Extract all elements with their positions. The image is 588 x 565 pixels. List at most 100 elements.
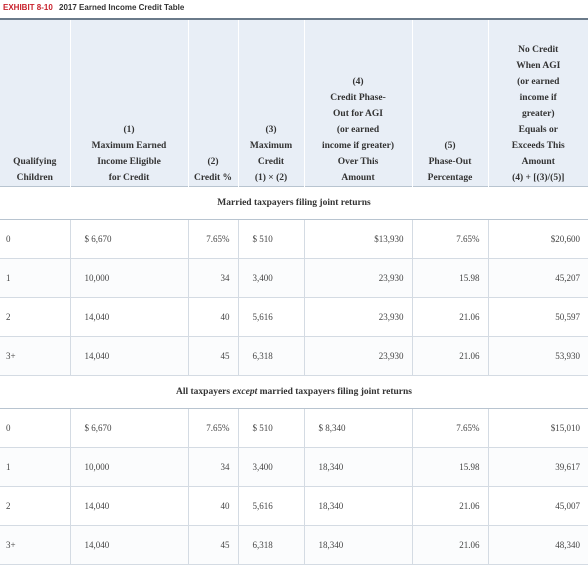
header-line: No Credit	[489, 42, 588, 58]
header-line: Income Eligible	[71, 154, 188, 170]
cell-credit-pct: 7.65%	[188, 220, 238, 259]
cell-qualifying-children: 1	[0, 448, 70, 487]
section-title: Married taxpayers filing joint returns	[0, 187, 588, 220]
section-title-emphasis: except	[232, 387, 257, 397]
cell-no-credit-amount: $20,600	[488, 220, 588, 259]
header-line: Equals or	[489, 122, 588, 138]
section-header-all-except-joint: All taxpayers except married taxpayers f…	[0, 376, 588, 409]
cell-no-credit-amount: 45,207	[488, 259, 588, 298]
cell-max-credit: 6,318	[238, 526, 304, 565]
header-line: Exceeds This	[489, 138, 588, 154]
cell-phase-out-pct: 15.98	[412, 448, 488, 487]
header-max-earned-income: (1) Maximum Earned Income Eligible for C…	[70, 19, 188, 187]
cell-qualifying-children: 0	[0, 409, 70, 448]
exhibit-caption: 2017 Earned Income Credit Table	[59, 3, 184, 12]
header-line: Children	[0, 170, 70, 186]
cell-max-credit: 3,400	[238, 448, 304, 487]
header-no-credit-amount: No Credit When AGI (or earned income if …	[488, 19, 588, 187]
cell-phase-out-agi: 23,930	[304, 259, 412, 298]
cell-phase-out-agi: 23,930	[304, 337, 412, 376]
cell-qualifying-children: 3+	[0, 337, 70, 376]
cell-max-earned: $ 6,670	[70, 220, 188, 259]
header-line: (4) + [(3)/(5)]	[489, 170, 588, 186]
cell-credit-pct: 34	[188, 259, 238, 298]
table-row: 2 14,040 40 5,616 18,340 21.06 45,007	[0, 487, 588, 526]
exhibit-label: EXHIBIT 8-10	[3, 3, 53, 12]
cell-qualifying-children: 2	[0, 298, 70, 337]
cell-credit-pct: 45	[188, 337, 238, 376]
header-line: (1)	[71, 122, 188, 138]
cell-max-earned: 10,000	[70, 448, 188, 487]
cell-no-credit-amount: 50,597	[488, 298, 588, 337]
section-rows-all-except-joint: 0 $ 6,670 7.65% $ 510 $ 8,340 7.65% $15,…	[0, 409, 588, 565]
cell-max-credit: 5,616	[238, 298, 304, 337]
header-line: Percentage	[413, 170, 488, 186]
cell-qualifying-children: 3+	[0, 526, 70, 565]
section-title-text: Married taxpayers filing joint returns	[217, 198, 370, 208]
header-line: (or earned	[489, 74, 588, 90]
cell-phase-out-agi: 18,340	[304, 487, 412, 526]
cell-qualifying-children: 1	[0, 259, 70, 298]
cell-max-credit: 6,318	[238, 337, 304, 376]
table-row: 3+ 14,040 45 6,318 23,930 21.06 53,930	[0, 337, 588, 376]
cell-phase-out-pct: 7.65%	[412, 220, 488, 259]
header-line: (3)	[239, 122, 304, 138]
header-line: for Credit	[71, 170, 188, 186]
header-line: Maximum Earned	[71, 138, 188, 154]
table-row: 3+ 14,040 45 6,318 18,340 21.06 48,340	[0, 526, 588, 565]
header-line: Out for AGI	[305, 106, 412, 122]
header-line: Maximum	[239, 138, 304, 154]
table-row: 1 10,000 34 3,400 18,340 15.98 39,617	[0, 448, 588, 487]
header-line: (4)	[305, 74, 412, 90]
cell-max-earned: 14,040	[70, 298, 188, 337]
cell-phase-out-agi: $ 8,340	[304, 409, 412, 448]
cell-qualifying-children: 2	[0, 487, 70, 526]
table-row: 1 10,000 34 3,400 23,930 15.98 45,207	[0, 259, 588, 298]
cell-max-earned: 14,040	[70, 487, 188, 526]
cell-no-credit-amount: $15,010	[488, 409, 588, 448]
header-line: Credit Phase-	[305, 90, 412, 106]
cell-max-credit: 5,616	[238, 487, 304, 526]
cell-phase-out-agi: 18,340	[304, 448, 412, 487]
header-phase-out-agi: (4) Credit Phase- Out for AGI (or earned…	[304, 19, 412, 187]
header-line: (or earned	[305, 122, 412, 138]
cell-phase-out-pct: 7.65%	[412, 409, 488, 448]
header-line: income if greater)	[305, 138, 412, 154]
cell-no-credit-amount: 53,930	[488, 337, 588, 376]
cell-max-credit: $ 510	[238, 220, 304, 259]
cell-credit-pct: 7.65%	[188, 409, 238, 448]
cell-phase-out-pct: 15.98	[412, 259, 488, 298]
header-line: Phase-Out	[413, 154, 488, 170]
header-max-credit: (3) Maximum Credit (1) × (2)	[238, 19, 304, 187]
cell-phase-out-agi: 18,340	[304, 526, 412, 565]
exhibit-title: EXHIBIT 8-10 2017 Earned Income Credit T…	[3, 3, 184, 19]
header-line: greater)	[489, 106, 588, 122]
cell-credit-pct: 45	[188, 526, 238, 565]
section-header-married-joint: Married taxpayers filing joint returns	[0, 187, 588, 220]
cell-no-credit-amount: 39,617	[488, 448, 588, 487]
header-line: Amount	[305, 170, 412, 186]
cell-credit-pct: 40	[188, 298, 238, 337]
cell-max-earned: 14,040	[70, 526, 188, 565]
header-line: income if	[489, 90, 588, 106]
header-line: Qualifying	[0, 154, 70, 170]
header-line: (5)	[413, 138, 488, 154]
section-rows-married-joint: 0 $ 6,670 7.65% $ 510 $13,930 7.65% $20,…	[0, 220, 588, 376]
cell-max-earned: 14,040	[70, 337, 188, 376]
section-title: All taxpayers except married taxpayers f…	[0, 376, 588, 409]
header-credit-percent: (2) Credit %	[188, 19, 238, 187]
eic-table: Qualifying Children (1) Maximum Earned I…	[0, 18, 588, 565]
header-line: When AGI	[489, 58, 588, 74]
cell-phase-out-agi: $13,930	[304, 220, 412, 259]
cell-phase-out-pct: 21.06	[412, 526, 488, 565]
table-row: 0 $ 6,670 7.65% $ 510 $ 8,340 7.65% $15,…	[0, 409, 588, 448]
section-title-text: married taxpayers filing joint returns	[257, 387, 412, 397]
section-title-text: All taxpayers	[176, 387, 232, 397]
cell-phase-out-pct: 21.06	[412, 487, 488, 526]
cell-max-earned: $ 6,670	[70, 409, 188, 448]
header-qualifying-children: Qualifying Children	[0, 19, 70, 187]
cell-qualifying-children: 0	[0, 220, 70, 259]
header-row: Qualifying Children (1) Maximum Earned I…	[0, 19, 588, 187]
table-row: 2 14,040 40 5,616 23,930 21.06 50,597	[0, 298, 588, 337]
cell-max-credit: $ 510	[238, 409, 304, 448]
